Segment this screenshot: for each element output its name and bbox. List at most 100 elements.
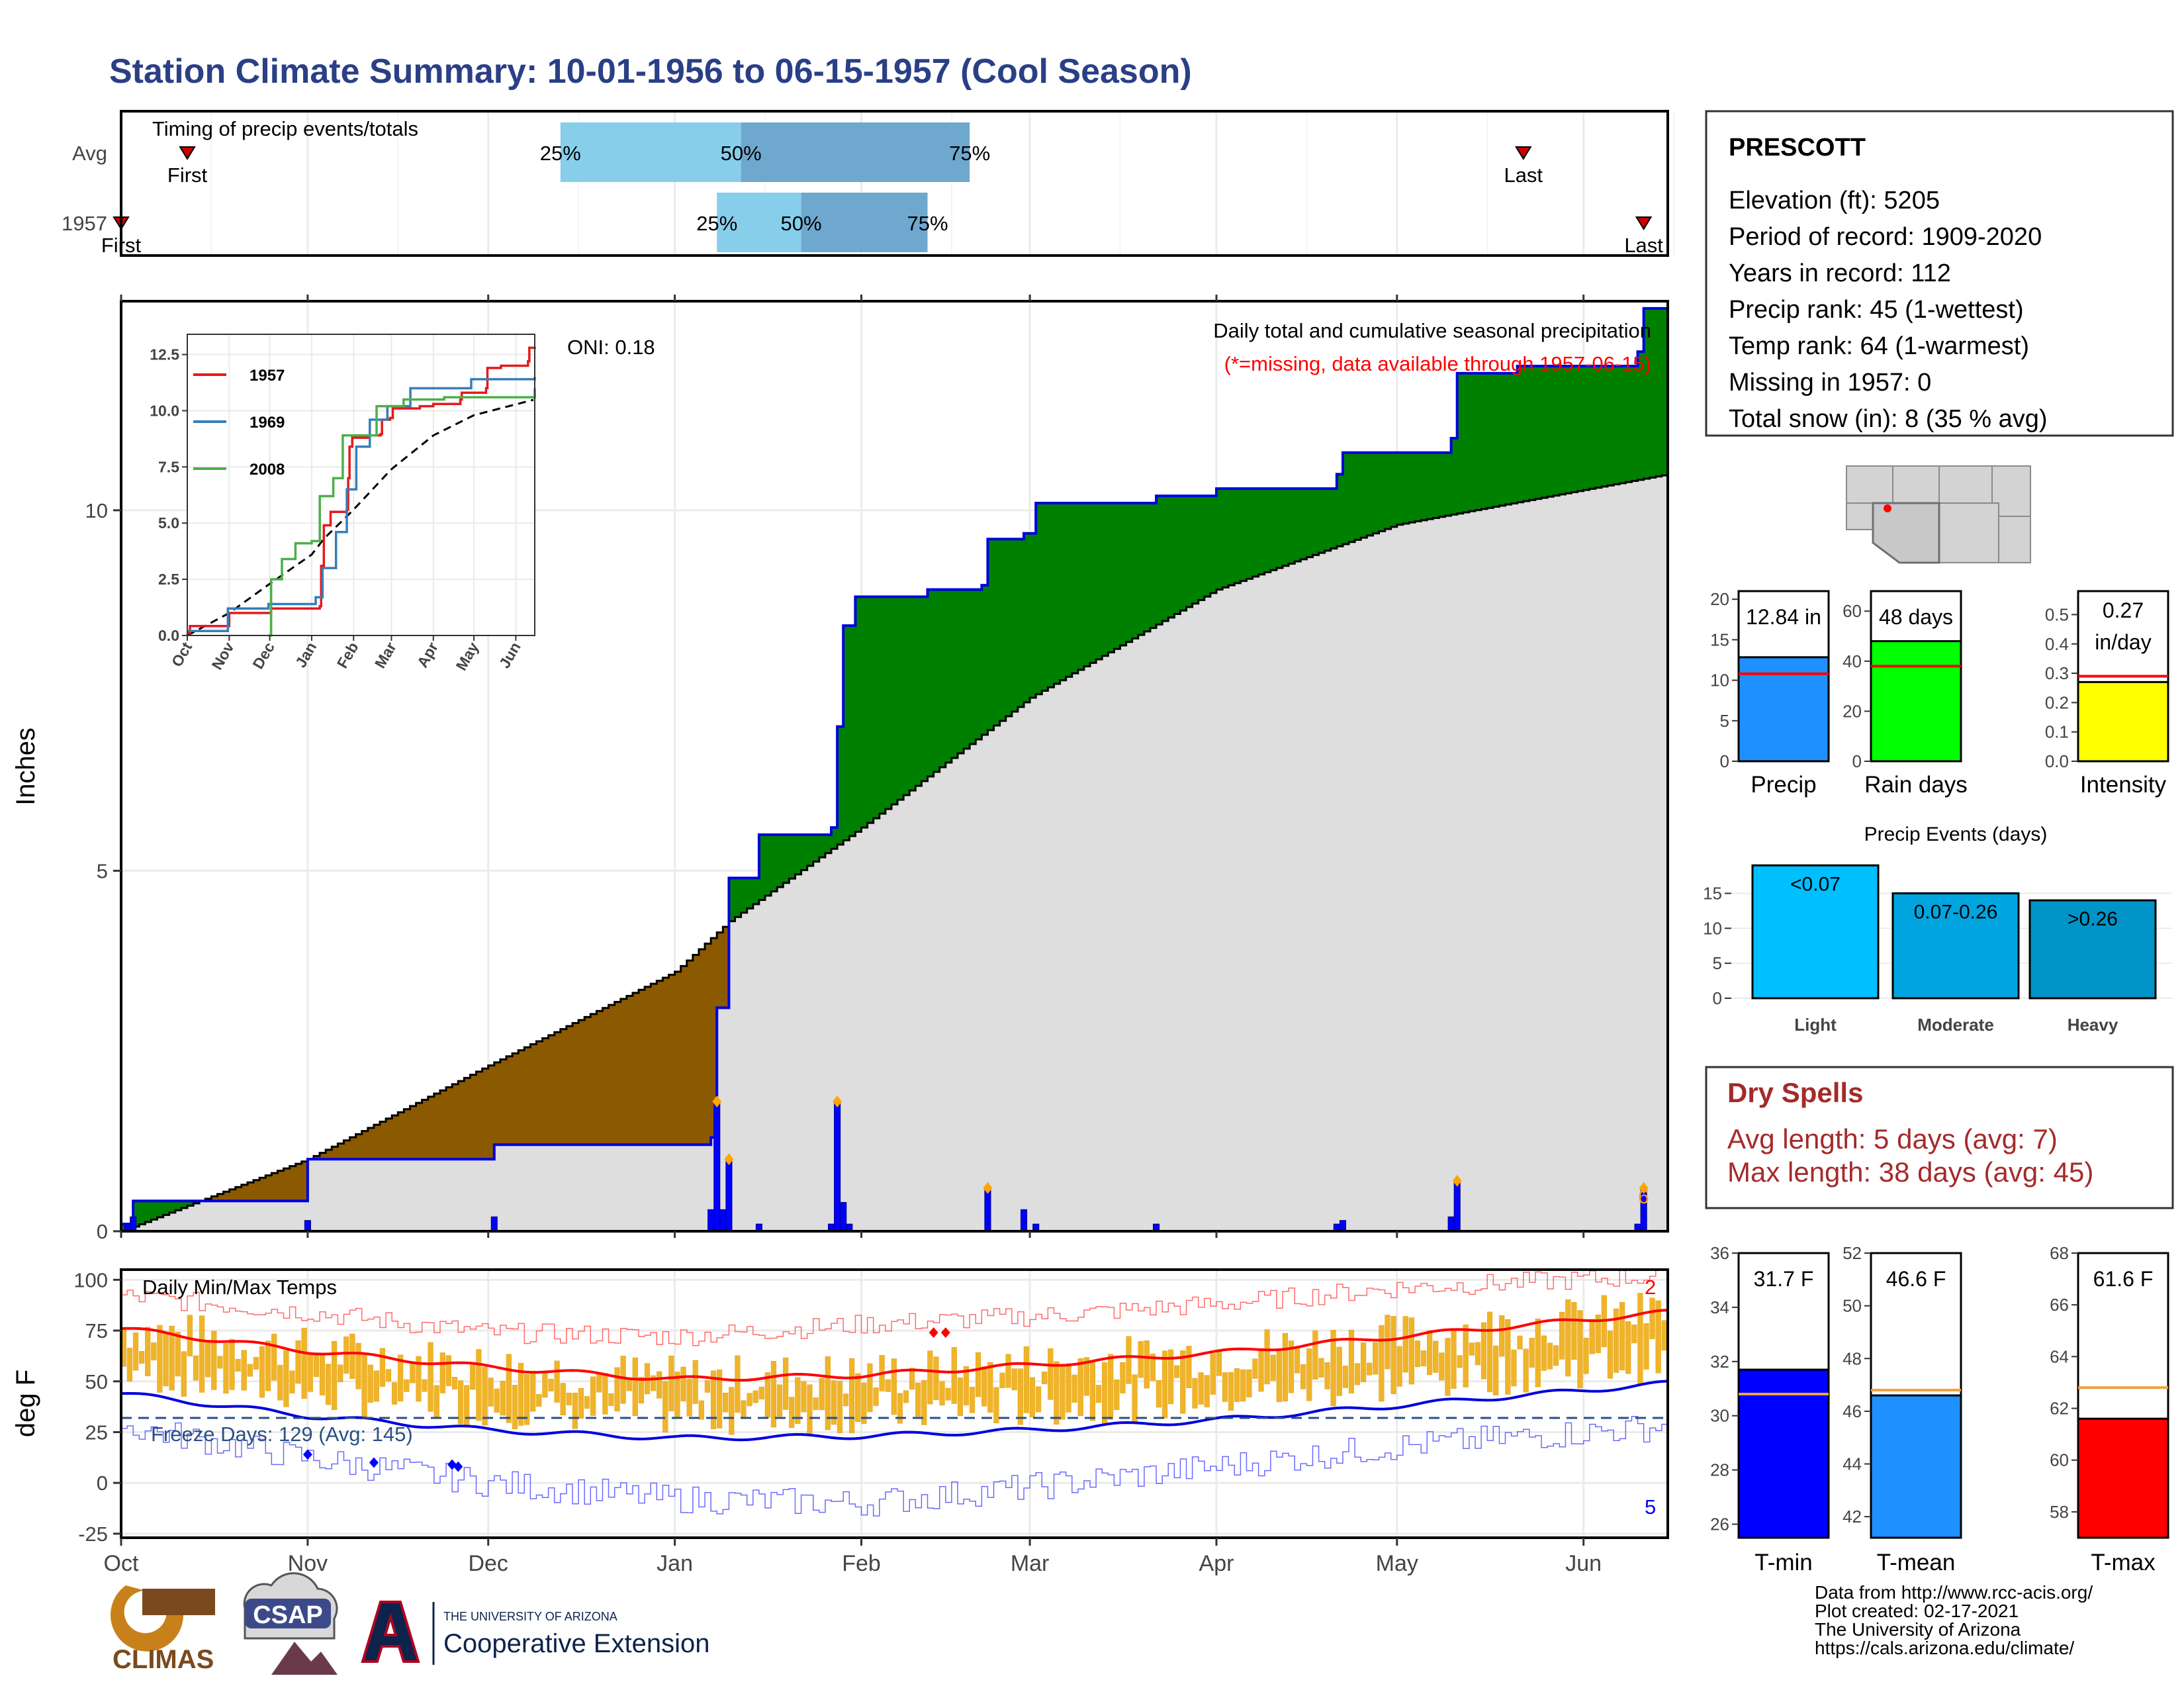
surplus-area bbox=[855, 596, 862, 832]
station-line: Missing in 1957: 0 bbox=[1729, 369, 1931, 397]
daily-temp-range-bar bbox=[716, 1370, 723, 1429]
daily-temp-range-bar bbox=[1559, 1311, 1565, 1360]
surplus-area bbox=[752, 878, 760, 904]
daily-temp-range-bar bbox=[265, 1340, 271, 1391]
events-plot: 0 5 10 15 <0.07 Light 0.07-0.26 Moderate >0.26 He… bbox=[1703, 862, 2172, 1035]
events-y-tick-label: 5 bbox=[1713, 953, 1722, 973]
surplus-area bbox=[1144, 502, 1151, 632]
daily-temp-range-bar bbox=[343, 1336, 349, 1374]
daily-precip-bar bbox=[130, 1216, 137, 1231]
deficit-area bbox=[422, 1100, 429, 1160]
record-low-marker bbox=[302, 1449, 312, 1460]
daily-temp-range-bar bbox=[277, 1364, 283, 1401]
daily-temp-range-bar bbox=[1101, 1362, 1108, 1425]
daily-precip-bar bbox=[719, 1209, 727, 1231]
daily-temp-range-bar bbox=[530, 1370, 536, 1412]
daily-temp-range-bar bbox=[1607, 1331, 1614, 1379]
deficit-area bbox=[560, 1029, 567, 1145]
mini-bar-tick-label: 46 bbox=[1843, 1401, 1862, 1421]
surplus-area bbox=[1385, 452, 1392, 530]
surplus-area bbox=[807, 834, 814, 867]
daily-temp-range-bar bbox=[951, 1347, 957, 1404]
daily-temp-range-bar bbox=[698, 1400, 704, 1420]
surplus-area bbox=[1601, 366, 1608, 487]
deficit-area bbox=[464, 1078, 471, 1160]
events-category-label: Heavy bbox=[2068, 1015, 2118, 1035]
surplus-area bbox=[921, 596, 929, 782]
precip-plot-area bbox=[121, 305, 1668, 1231]
surplus-area bbox=[1589, 366, 1596, 489]
daily-temp-range-bar bbox=[1480, 1322, 1487, 1380]
deficit-area bbox=[614, 1002, 621, 1145]
inset-line-1957 bbox=[187, 346, 536, 635]
temp-y-tick-label: 25 bbox=[85, 1421, 108, 1444]
surplus-area bbox=[1433, 452, 1440, 518]
inset-y-tick-label: 2.5 bbox=[158, 571, 179, 588]
deficit-area bbox=[355, 1134, 363, 1160]
daily-temp-range-bar bbox=[271, 1333, 277, 1381]
daily-temp-range-bar bbox=[338, 1364, 343, 1382]
surplus-area bbox=[777, 834, 784, 888]
temp-bar-t-mean: 42 44 46 48 50 52 46.6 F T-mean bbox=[1843, 1243, 1962, 1575]
inset-frame bbox=[187, 334, 535, 636]
mini-bar-tick-label: 66 bbox=[2050, 1295, 2069, 1315]
csap-badge bbox=[245, 1599, 331, 1628]
surplus-area bbox=[1469, 373, 1476, 512]
station-location-dot bbox=[1884, 504, 1891, 512]
inset-y-tick-label: 7.5 bbox=[158, 458, 179, 475]
deficit-area bbox=[548, 1035, 555, 1145]
daily-temp-range-bar bbox=[1282, 1333, 1289, 1402]
daily-temp-range-bar bbox=[596, 1372, 602, 1393]
surplus-area bbox=[729, 878, 736, 921]
timing-label: Timing of precip events/totals bbox=[152, 117, 418, 140]
daily-temp-range-bar bbox=[1318, 1358, 1324, 1378]
surplus-area bbox=[1595, 366, 1602, 488]
surplus-area bbox=[1156, 496, 1163, 625]
deficit-area bbox=[639, 990, 645, 1145]
surplus-area bbox=[1336, 474, 1343, 547]
daily-temp-range-bar bbox=[247, 1364, 253, 1377]
daily-temp-range-bar bbox=[1258, 1350, 1264, 1392]
surplus-area bbox=[909, 596, 916, 791]
mini-bar-value bbox=[2077, 1417, 2169, 1539]
surplus-area bbox=[1661, 308, 1668, 476]
surplus-area bbox=[1355, 452, 1361, 540]
temp-count-bottom: 5 bbox=[1645, 1495, 1656, 1519]
daily-temp-range-bar bbox=[451, 1377, 458, 1389]
timing-bar-50-75 bbox=[741, 122, 970, 182]
heavy-event-marker bbox=[712, 1095, 722, 1107]
deficit-area bbox=[446, 1087, 453, 1160]
daily-temp-range-bar bbox=[241, 1350, 247, 1391]
daily-temp-range-bar bbox=[578, 1388, 584, 1419]
deficit-area bbox=[680, 966, 688, 1145]
surplus-area bbox=[1553, 366, 1560, 496]
climas-logo-band bbox=[142, 1589, 215, 1615]
daily-temp-range-bar bbox=[379, 1348, 385, 1387]
daily-temp-range-bar bbox=[1613, 1308, 1619, 1373]
daily-temp-range-bar bbox=[1354, 1363, 1361, 1385]
daily-temp-range-bar bbox=[650, 1375, 657, 1391]
surplus-area bbox=[1180, 496, 1187, 611]
daily-temp-range-bar bbox=[1631, 1324, 1637, 1344]
surplus-area bbox=[1541, 366, 1548, 498]
daily-temp-range-bar bbox=[1264, 1329, 1270, 1385]
surplus-area bbox=[861, 596, 868, 828]
mini-bar-tick-label: 0.4 bbox=[2045, 634, 2069, 654]
surplus-area bbox=[133, 1201, 140, 1227]
missing-note: (*=missing, data available through 1957-… bbox=[1224, 352, 1651, 375]
mini-bar-tick-label: 0.2 bbox=[2045, 692, 2069, 712]
station-line: Precip rank: 45 (1-wettest) bbox=[1729, 296, 2024, 324]
daily-temp-range-bar bbox=[349, 1333, 355, 1380]
deficit-area bbox=[235, 1187, 242, 1201]
mini-bar-value-label: 31.7 F bbox=[1754, 1267, 1814, 1291]
daily-temp-range-bar bbox=[1035, 1386, 1042, 1413]
surplus-area bbox=[789, 834, 796, 879]
deficit-area bbox=[500, 1059, 507, 1145]
daily-temp-range-bar bbox=[410, 1362, 416, 1383]
events-category-label: Light bbox=[1794, 1015, 1837, 1035]
daily-temp-range-bar bbox=[801, 1381, 807, 1413]
surplus-area bbox=[1511, 373, 1518, 504]
mini-bar-tick-label: 64 bbox=[2050, 1346, 2069, 1366]
surplus-area bbox=[1295, 489, 1301, 562]
temp-x-tick-label: Jan bbox=[657, 1551, 693, 1576]
